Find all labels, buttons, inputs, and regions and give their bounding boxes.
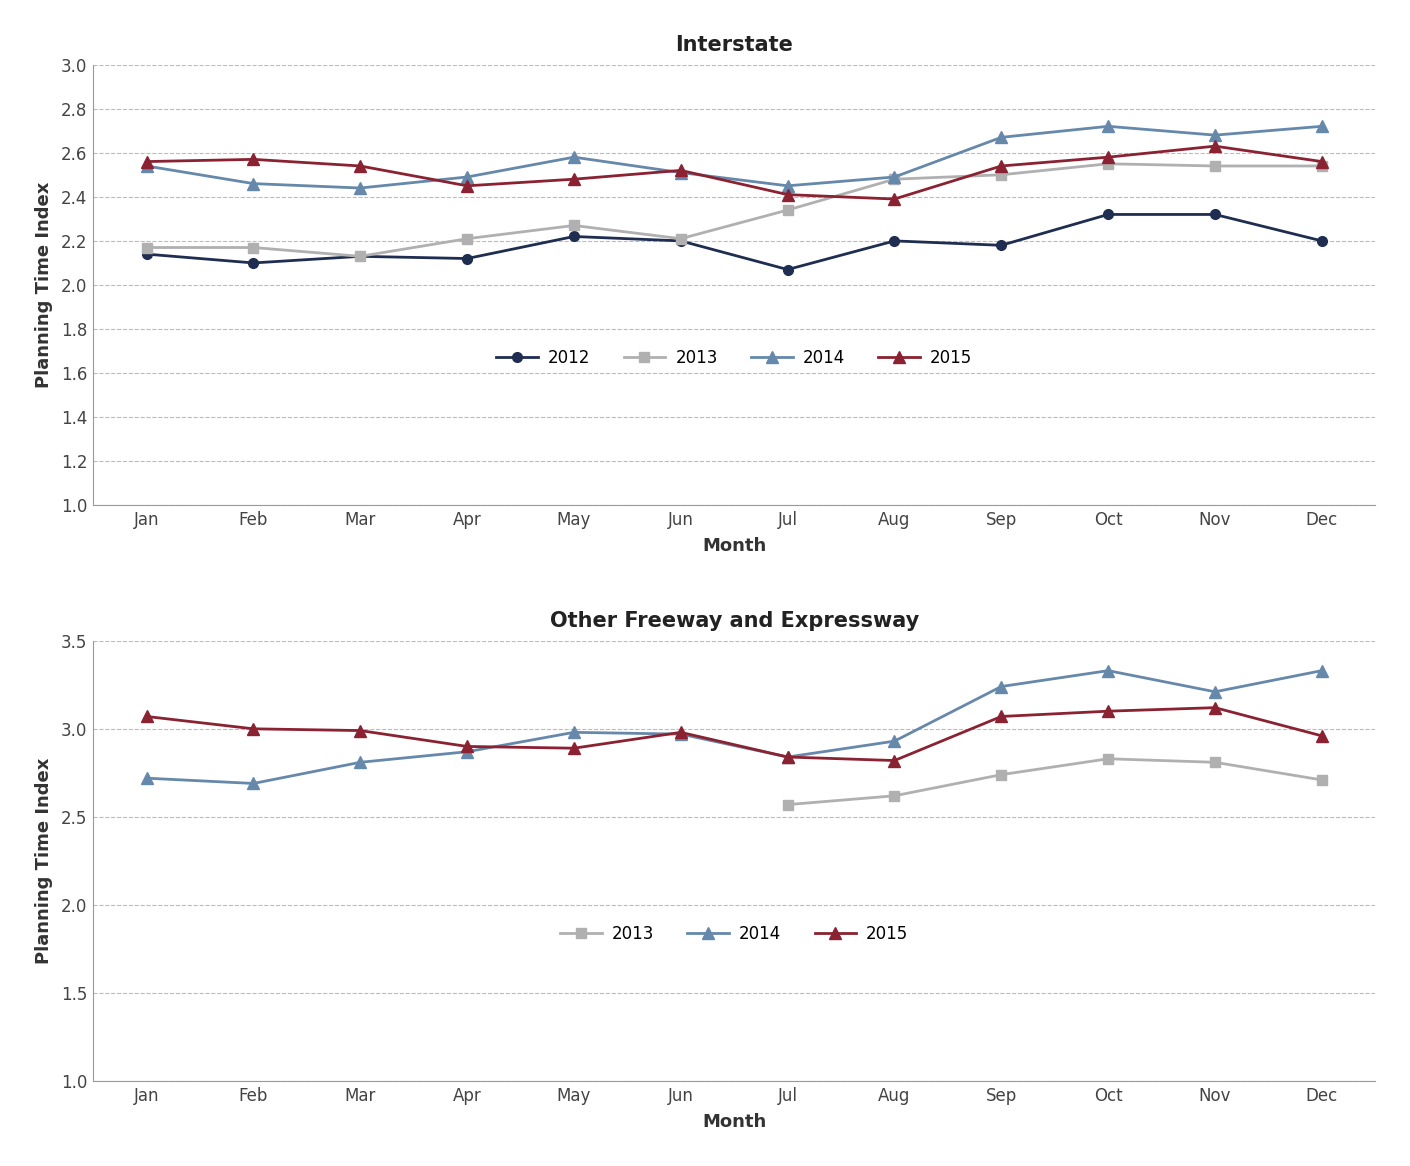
Y-axis label: Planning Time Index: Planning Time Index <box>35 758 52 964</box>
Title: Interstate: Interstate <box>675 35 794 55</box>
Title: Other Freeway and Expressway: Other Freeway and Expressway <box>550 611 919 631</box>
Legend: 2012, 2013, 2014, 2015: 2012, 2013, 2014, 2015 <box>489 343 979 373</box>
Legend: 2013, 2014, 2015: 2013, 2014, 2015 <box>553 919 915 949</box>
X-axis label: Month: Month <box>702 538 766 555</box>
Y-axis label: Planning Time Index: Planning Time Index <box>35 182 52 388</box>
X-axis label: Month: Month <box>702 1114 766 1131</box>
